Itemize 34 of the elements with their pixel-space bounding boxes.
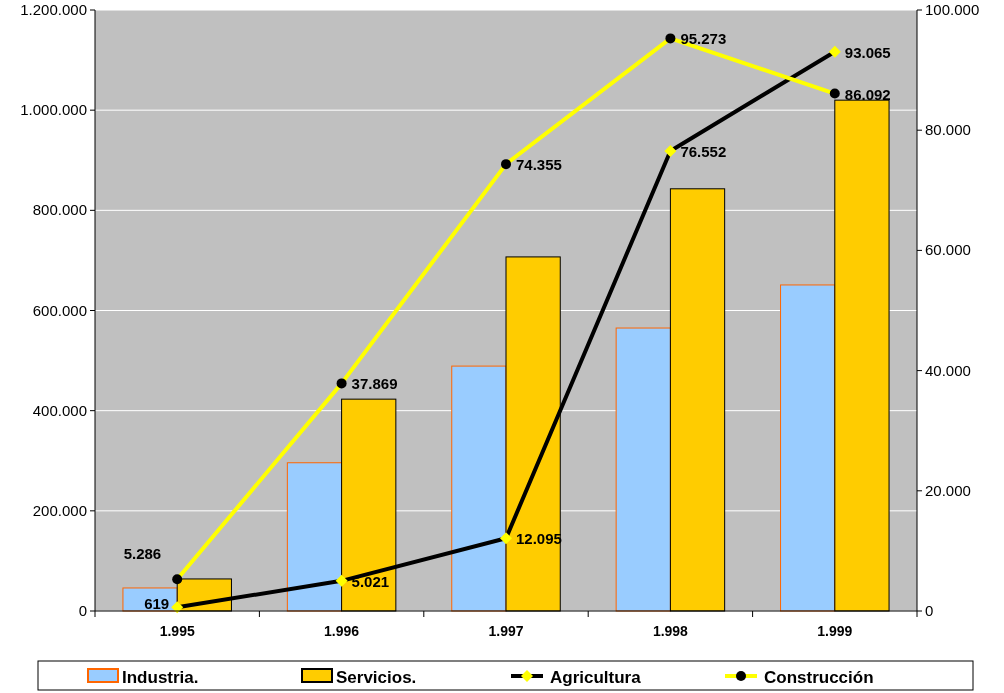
data-label: 37.869 bbox=[351, 375, 398, 393]
data-label: 86.092 bbox=[844, 85, 891, 103]
x-tick-label: 1.995 bbox=[159, 623, 195, 639]
x-tick-label: 1.999 bbox=[817, 623, 853, 639]
data-label: 74.355 bbox=[516, 156, 562, 174]
y-tick-label: 0 bbox=[78, 602, 87, 619]
bar bbox=[286, 462, 343, 612]
legend-label: Construcción bbox=[764, 668, 874, 687]
y-tick-label: 400.000 bbox=[32, 401, 87, 419]
y2-tick-label: 80.000 bbox=[925, 121, 971, 139]
x-tick-label: 1.998 bbox=[652, 623, 689, 639]
legend-label: Agricultura bbox=[550, 668, 642, 687]
data-label: 76.552 bbox=[680, 142, 727, 160]
y-tick-label: 800.000 bbox=[32, 201, 87, 219]
data-label: 93.065 bbox=[844, 43, 891, 61]
data-label: 619 bbox=[144, 595, 170, 613]
data-label: 95.273 bbox=[680, 30, 727, 48]
y2-tick-label: 60.000 bbox=[925, 241, 971, 259]
x-tick-label: 1.996 bbox=[324, 623, 360, 639]
bar bbox=[780, 284, 836, 612]
bar bbox=[451, 365, 507, 612]
y2-tick-label: 20.000 bbox=[925, 481, 971, 499]
legend-label: Servicios. bbox=[336, 668, 417, 687]
y2-tick-label: 40.000 bbox=[925, 361, 971, 379]
data-label: 5.286 bbox=[123, 545, 162, 563]
y-tick-label: 1.000.000 bbox=[20, 101, 87, 119]
bar bbox=[615, 327, 671, 612]
y2-tick-label: 100.000 bbox=[925, 1, 980, 18]
x-tick-label: 1.997 bbox=[488, 623, 524, 639]
y-tick-label: 1.200.000 bbox=[20, 1, 87, 18]
y-tick-label: 200.000 bbox=[32, 501, 87, 519]
y2-tick-label: 0 bbox=[925, 602, 934, 619]
legend-label: Industria. bbox=[122, 668, 199, 687]
y-tick-label: 600.000 bbox=[32, 301, 87, 319]
